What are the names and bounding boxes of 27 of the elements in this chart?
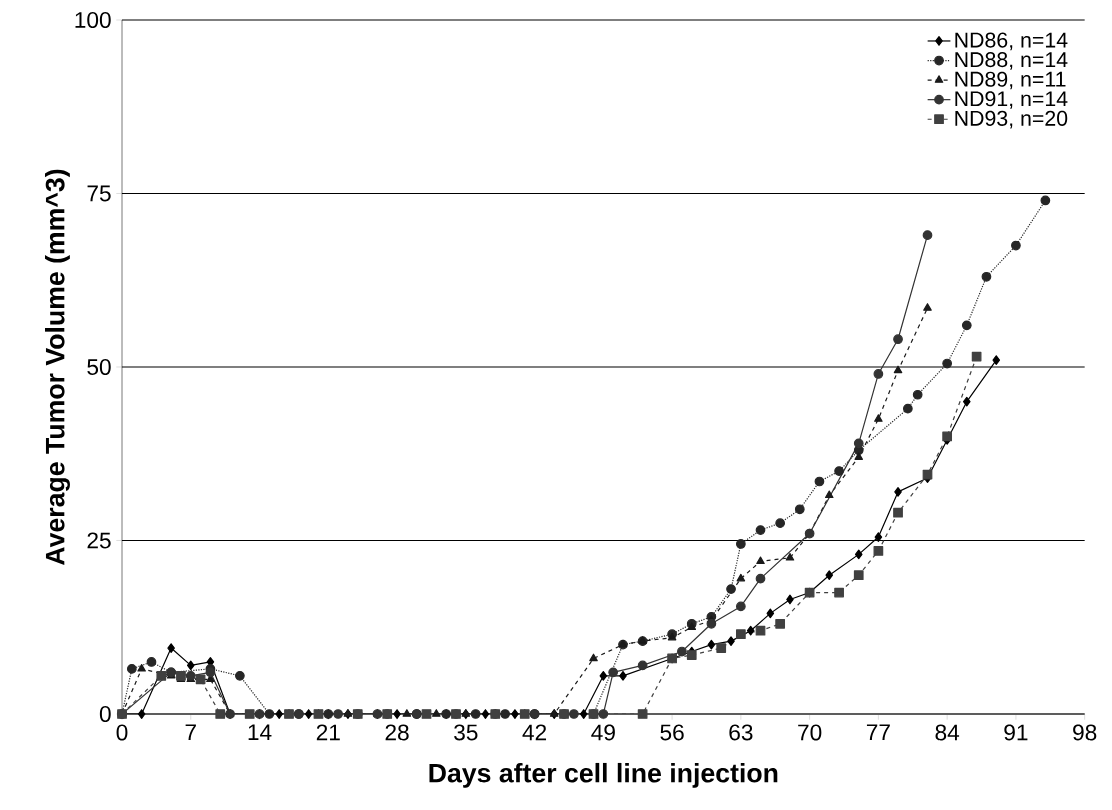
y-tick-label: 25 bbox=[87, 532, 111, 549]
y-tick-label: 0 bbox=[99, 705, 111, 723]
legend-label: ND86, n=14 bbox=[955, 32, 1068, 51]
x-tick-label: 7 bbox=[185, 724, 196, 740]
x-tick-label: 35 bbox=[454, 724, 478, 741]
x-tick-label: 14 bbox=[248, 724, 272, 740]
x-tick-label: 77 bbox=[866, 724, 890, 740]
x-tick-label: 0 bbox=[116, 724, 128, 741]
y-tick-label: 50 bbox=[87, 358, 111, 376]
y-axis-title: Average Tumor Volume (mm^3) bbox=[44, 169, 70, 566]
x-tick-label: 84 bbox=[935, 724, 960, 741]
x-tick-label: 21 bbox=[316, 724, 340, 741]
x-tick-label: 28 bbox=[385, 724, 409, 741]
legend-label: ND93, n=20 bbox=[955, 110, 1068, 129]
x-tick-label: 91 bbox=[1004, 724, 1028, 741]
legend-label: ND91, n=14 bbox=[955, 91, 1068, 109]
x-axis-title: Days after cell line injection bbox=[429, 762, 778, 788]
x-tick-label: 56 bbox=[660, 724, 684, 741]
x-tick-label: 49 bbox=[591, 724, 615, 741]
legend-label: ND88, n=14 bbox=[955, 52, 1068, 70]
y-tick-label: 100 bbox=[75, 11, 111, 29]
legend-label: ND89, n=11 bbox=[955, 71, 1066, 90]
y-tick-label: 75 bbox=[87, 185, 111, 202]
x-tick-label: 70 bbox=[798, 724, 822, 741]
x-tick-label: 63 bbox=[729, 724, 753, 741]
x-tick-label: 98 bbox=[1073, 724, 1097, 741]
x-tick-label: 42 bbox=[522, 724, 547, 741]
